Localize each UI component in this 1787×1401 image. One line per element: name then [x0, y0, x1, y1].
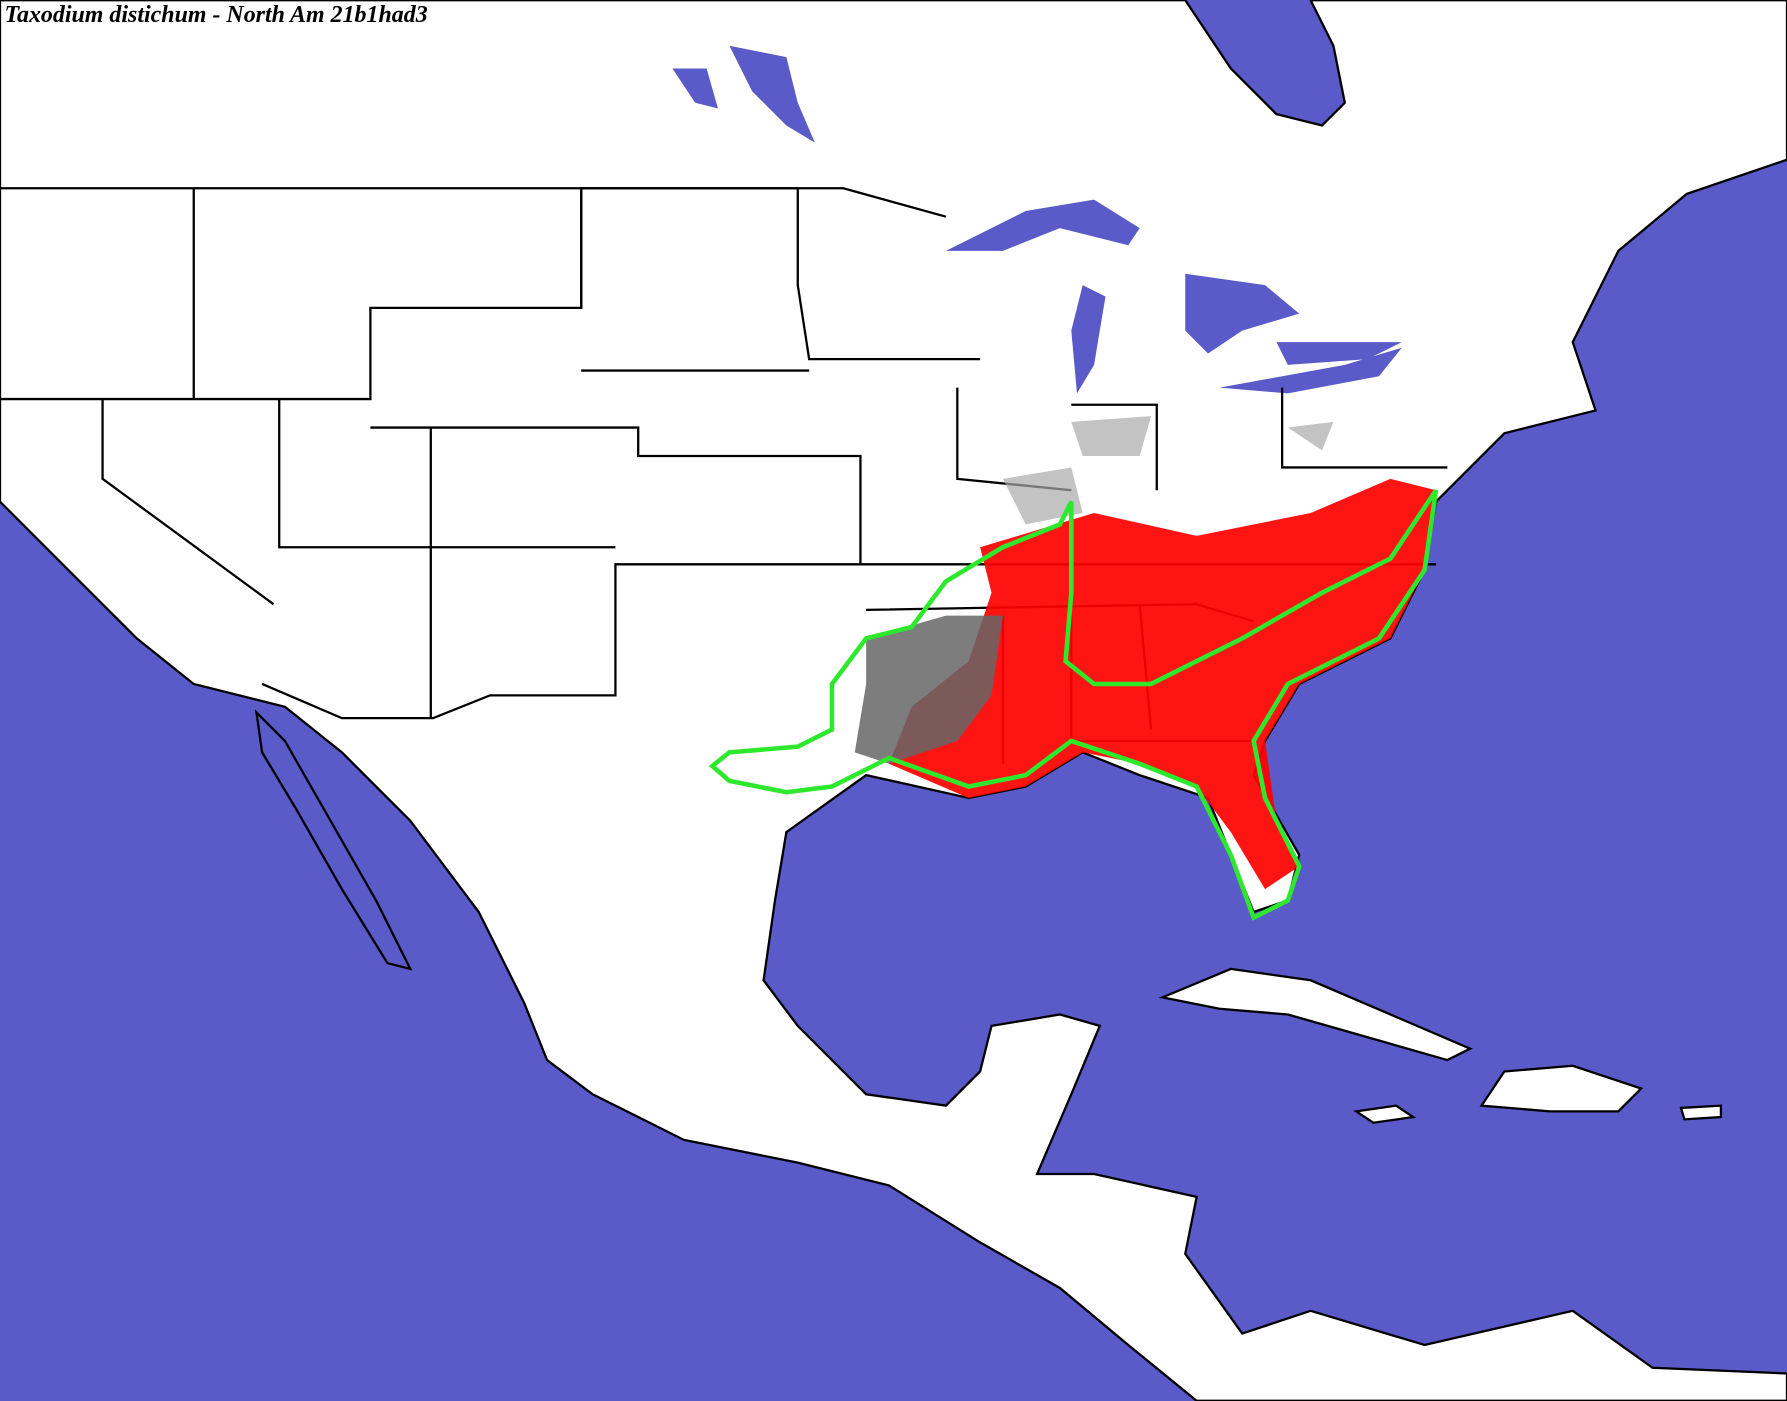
hudson-bay — [672, 45, 815, 143]
range-outline — [708, 488, 1439, 921]
map-title: Taxodium distichum - North Am 21b1had3 — [4, 0, 428, 28]
title-box: Taxodium distichum - North Am 21b1had3 — [4, 0, 428, 28]
puerto-rico — [1679, 1104, 1723, 1121]
range-red — [888, 478, 1436, 890]
range-light — [1002, 416, 1334, 525]
jamaica — [1353, 1104, 1417, 1124]
cuba — [1158, 967, 1473, 1062]
baja — [254, 709, 413, 971]
great-lakes — [945, 199, 1402, 394]
range-gray — [854, 615, 1003, 764]
hispaniola — [1479, 1064, 1644, 1113]
